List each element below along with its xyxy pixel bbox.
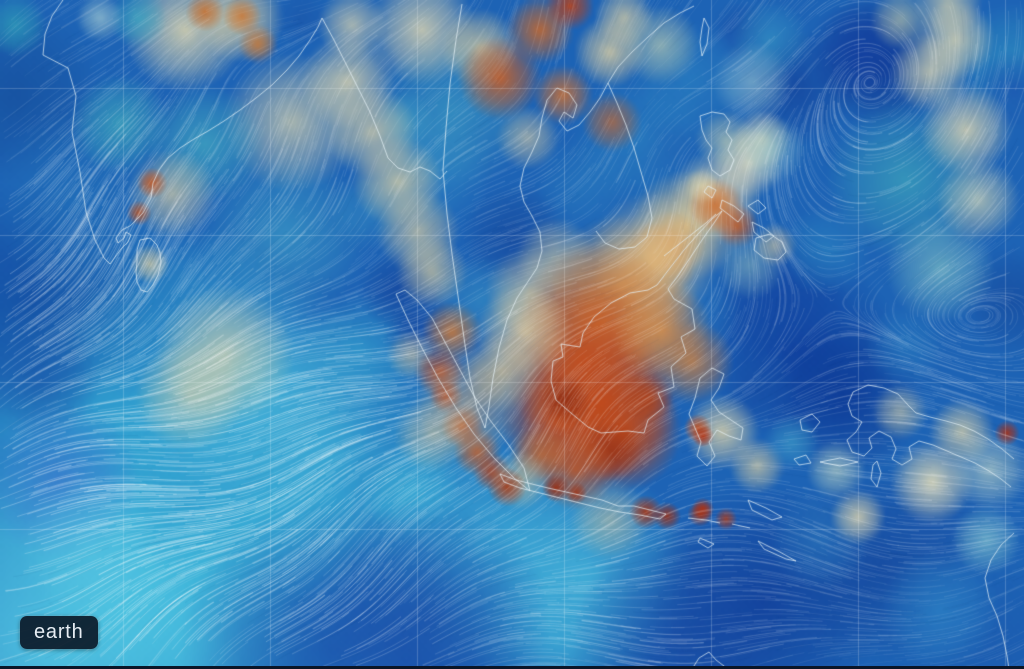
bottom-edge-bar xyxy=(0,666,1024,669)
earth-menu-button[interactable]: earth xyxy=(20,616,98,649)
